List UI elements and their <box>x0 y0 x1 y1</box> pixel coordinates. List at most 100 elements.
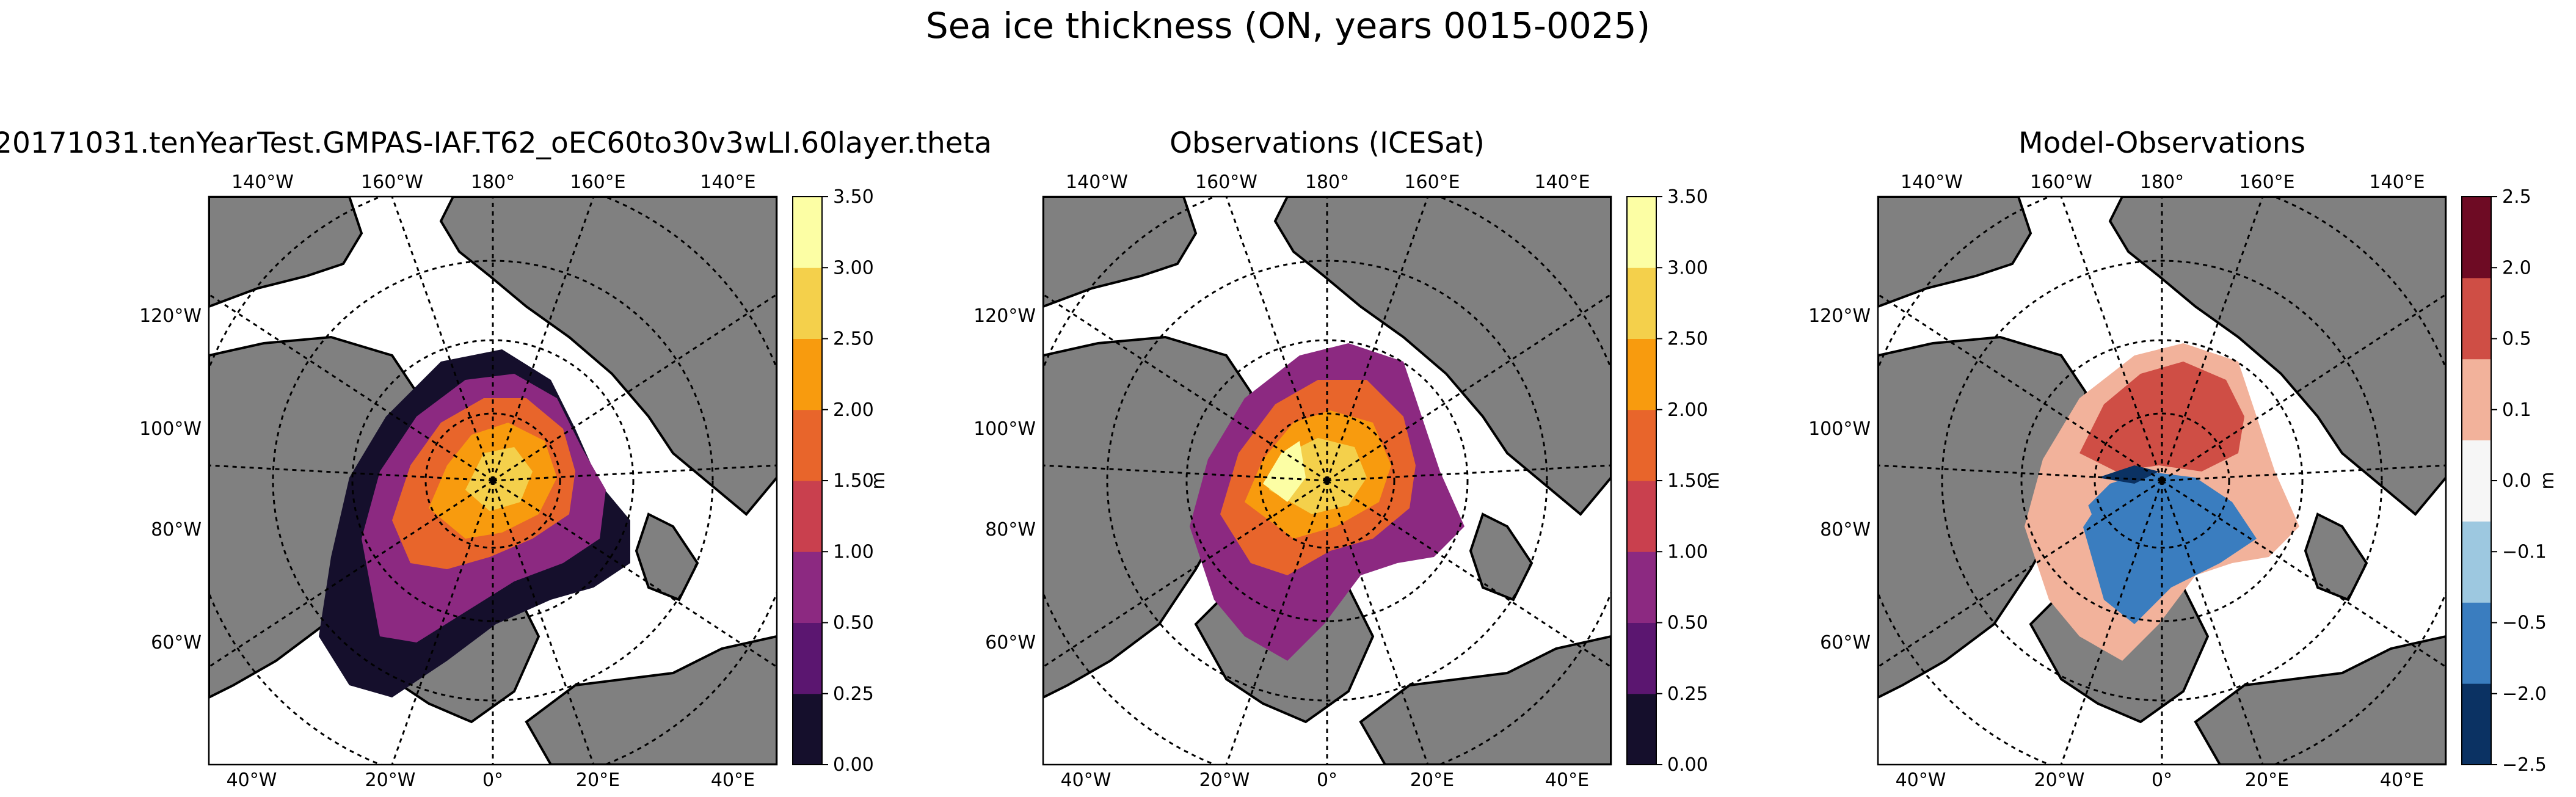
colorbar-tick-label: 3.50 <box>1667 186 1708 208</box>
svg-text:140°E: 140°E <box>1534 172 1590 193</box>
colorbar: 0.00 0.25 0.50 1.00 1.50 2.00 2.50 3.00 3.50 m <box>792 186 889 776</box>
map-frame: 140°W 160°W 180° 160°E 140°E 120°W 100°W… <box>1808 172 2447 791</box>
svg-text:20°E: 20°E <box>1410 770 1454 791</box>
svg-text:100°W: 100°W <box>139 418 202 440</box>
map-frame: 140°W 160°W 180° 160°E 140°E 120°W 100°W… <box>139 172 778 791</box>
colorbar-block <box>1627 481 1656 552</box>
svg-text:20°E: 20°E <box>576 770 620 791</box>
colorbar-block <box>1627 338 1656 410</box>
map-labels: 140°W 160°W 180° 160°E 140°E 120°W 100°W… <box>1808 172 2425 791</box>
svg-text:160°E: 160°E <box>570 172 625 193</box>
svg-text:20°W: 20°W <box>1199 770 1250 791</box>
colorbar-tick-label: 1.50 <box>1667 470 1708 492</box>
map-labels: 140°W 160°W 180° 160°E 140°E 120°W 100°W… <box>139 172 756 791</box>
colorbar-tick-label: −2.5 <box>2502 754 2547 776</box>
panel-model: 20171031.tenYearTest.GMPAS-IAF.T62_oEC60… <box>0 126 992 791</box>
panel-difference: Model-Observations <box>1808 126 2558 791</box>
colorbar-tick-label: 2.0 <box>2502 257 2531 278</box>
svg-text:20°W: 20°W <box>2034 770 2085 791</box>
svg-text:160°W: 160°W <box>361 172 423 193</box>
colorbar-tick-label: 2.00 <box>833 399 874 421</box>
colorbar-tick-label: 2.00 <box>1667 399 1708 421</box>
colorbar-tick-label: 0.00 <box>1667 754 1708 776</box>
colorbar: 0.00 0.25 0.50 1.00 1.50 2.00 2.50 3.00 3.50 m <box>1626 186 1723 776</box>
colorbar-block <box>1627 551 1656 623</box>
svg-text:120°W: 120°W <box>139 305 202 327</box>
colorbar-block <box>2462 277 2491 360</box>
svg-text:140°W: 140°W <box>1066 172 1128 193</box>
colorbar-ticks: 0.00 0.25 0.50 1.00 1.50 2.00 2.50 3.00 3.50 <box>822 186 874 776</box>
colorbar-tick-label: 3.00 <box>1667 257 1708 278</box>
map-labels: 140°W 160°W 180° 160°E 140°E 120°W 100°W… <box>973 172 1590 791</box>
colorbar-tick-label: 0.25 <box>833 683 874 705</box>
colorbar-tick-label: 0.1 <box>2502 399 2531 421</box>
colorbar-tick-label: 0.50 <box>833 613 874 634</box>
colorbar-block <box>1627 197 1656 268</box>
colorbar-tick-label: 0.50 <box>1667 613 1708 634</box>
graticule <box>1043 197 1611 765</box>
graticule <box>1878 197 2446 765</box>
colorbar-block <box>2462 683 2491 765</box>
colorbar-label: m <box>2537 471 2558 489</box>
colorbar-tick-label: −0.1 <box>2502 541 2547 562</box>
svg-text:120°W: 120°W <box>973 305 1036 327</box>
svg-text:120°W: 120°W <box>1808 305 1871 327</box>
svg-text:40°W: 40°W <box>227 770 277 791</box>
colorbar-tick-label: 0.5 <box>2502 329 2531 350</box>
svg-text:140°W: 140°W <box>1901 172 1963 193</box>
svg-text:40°E: 40°E <box>1545 770 1589 791</box>
panel-observations: Observations (ICESat) <box>973 126 1723 791</box>
colorbar-block <box>1627 409 1656 481</box>
svg-text:40°W: 40°W <box>1061 770 1112 791</box>
colorbar-tick-label: 3.00 <box>833 257 874 278</box>
colorbar-ticks: −2.5 −2.0 −0.5 −0.1 0.0 0.1 0.5 2.0 2.5 <box>2491 186 2547 776</box>
svg-text:140°W: 140°W <box>231 172 294 193</box>
svg-text:100°W: 100°W <box>1808 418 1871 440</box>
svg-text:80°W: 80°W <box>985 519 1036 540</box>
colorbar-tick-label: −0.5 <box>2502 613 2547 634</box>
colorbar-tick-label: 0.0 <box>2502 470 2531 492</box>
colorbar-block <box>793 197 822 268</box>
svg-text:100°W: 100°W <box>973 418 1036 440</box>
svg-text:140°E: 140°E <box>2369 172 2425 193</box>
svg-text:180°: 180° <box>2140 172 2184 193</box>
colorbar-block <box>2462 440 2491 522</box>
colorbar-block <box>793 338 822 410</box>
colorbar-block <box>2462 197 2491 278</box>
colorbar-block <box>793 481 822 552</box>
svg-text:180°: 180° <box>471 172 515 193</box>
colorbar-tick-label: 0.25 <box>1667 683 1708 705</box>
colorbar-block <box>1627 693 1656 765</box>
svg-text:0°: 0° <box>482 770 503 791</box>
colorbar: −2.5 −2.0 −0.5 −0.1 0.0 0.1 0.5 2.0 2.5 m <box>2461 186 2558 776</box>
colorbar-block <box>2462 521 2491 603</box>
colorbar-block <box>793 409 822 481</box>
panel-title: 20171031.tenYearTest.GMPAS-IAF.T62_oEC60… <box>0 126 992 160</box>
land-masses <box>1878 197 2446 765</box>
svg-text:0°: 0° <box>1317 770 1337 791</box>
colorbar-block <box>793 693 822 765</box>
svg-text:40°W: 40°W <box>1896 770 1946 791</box>
colorbar-label: m <box>1702 471 1723 489</box>
svg-text:160°E: 160°E <box>2239 172 2294 193</box>
svg-text:40°E: 40°E <box>711 770 755 791</box>
colorbar-ticks: 0.00 0.25 0.50 1.00 1.50 2.00 2.50 3.00 3.50 <box>1656 186 1708 776</box>
panel-title: Observations (ICESat) <box>1170 126 1485 160</box>
panel-title: Model-Observations <box>2018 126 2305 160</box>
colorbar-block <box>2462 358 2491 441</box>
svg-text:160°W: 160°W <box>1195 172 1257 193</box>
svg-text:60°W: 60°W <box>1820 632 1871 653</box>
graticule <box>209 197 777 765</box>
colorbar-tick-label: 0.00 <box>833 754 874 776</box>
colorbar-block <box>1627 267 1656 339</box>
svg-text:20°E: 20°E <box>2245 770 2289 791</box>
colorbar-blocks <box>2462 197 2491 765</box>
map-frame: 140°W 160°W 180° 160°E 140°E 120°W 100°W… <box>973 172 1612 791</box>
figure-title: Sea ice thickness (ON, years 0015-0025) <box>926 5 1650 46</box>
colorbar-block <box>793 551 822 623</box>
svg-text:40°E: 40°E <box>2380 770 2424 791</box>
svg-text:60°W: 60°W <box>151 632 202 653</box>
svg-text:80°W: 80°W <box>1820 519 1871 540</box>
colorbar-block <box>793 622 822 694</box>
